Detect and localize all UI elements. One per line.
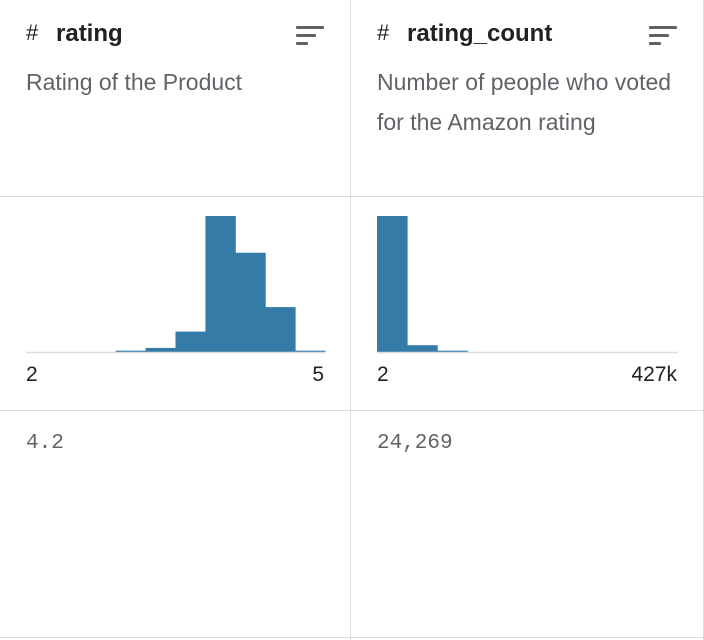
histogram-bar[interactable] — [265, 307, 296, 352]
sort-lines-icon[interactable] — [649, 24, 677, 46]
histogram-bar[interactable] — [407, 345, 438, 352]
column-name: rating_count — [407, 20, 553, 47]
histogram-max-label: 5 — [312, 363, 324, 386]
column-title-row: # rating_count — [377, 18, 677, 50]
column-title-row: # rating — [26, 18, 324, 50]
histogram-min-label: 2 — [26, 363, 38, 386]
column-name: rating — [56, 20, 123, 47]
histogram-min-label: 2 — [377, 363, 389, 386]
column-value: 24,269 — [377, 432, 453, 455]
column-card-rating-count: # rating_count Number of people who vote… — [351, 0, 704, 640]
histogram-chart — [26, 216, 326, 354]
bottom-divider — [0, 637, 704, 638]
histogram-bar[interactable] — [437, 350, 468, 352]
histogram-bar[interactable] — [235, 252, 266, 352]
histogram-bar[interactable] — [205, 216, 236, 352]
histogram-max-label: 427k — [631, 363, 677, 386]
column-header: # rating_count Number of people who vote… — [351, 0, 703, 197]
hash-icon: # — [377, 20, 390, 45]
column-header: # rating Rating of the Product — [0, 0, 350, 197]
hash-icon: # — [26, 20, 39, 45]
histogram-bar[interactable] — [145, 347, 176, 352]
histogram: 2 5 — [0, 197, 350, 411]
histogram-bar[interactable] — [295, 350, 326, 352]
column-card-rating: # rating Rating of the Product 2 5 4.2 — [0, 0, 351, 640]
histogram-bar[interactable] — [377, 216, 408, 352]
column-description: Rating of the Product — [26, 69, 243, 95]
column-value: 4.2 — [26, 432, 64, 455]
column-description: Number of people who voted for the Amazo… — [377, 69, 672, 135]
histogram-bar[interactable] — [175, 331, 206, 352]
histogram: 2 427k — [351, 197, 703, 411]
histogram-chart — [377, 216, 678, 354]
sort-lines-icon[interactable] — [296, 24, 324, 46]
histogram-bar[interactable] — [115, 350, 147, 352]
